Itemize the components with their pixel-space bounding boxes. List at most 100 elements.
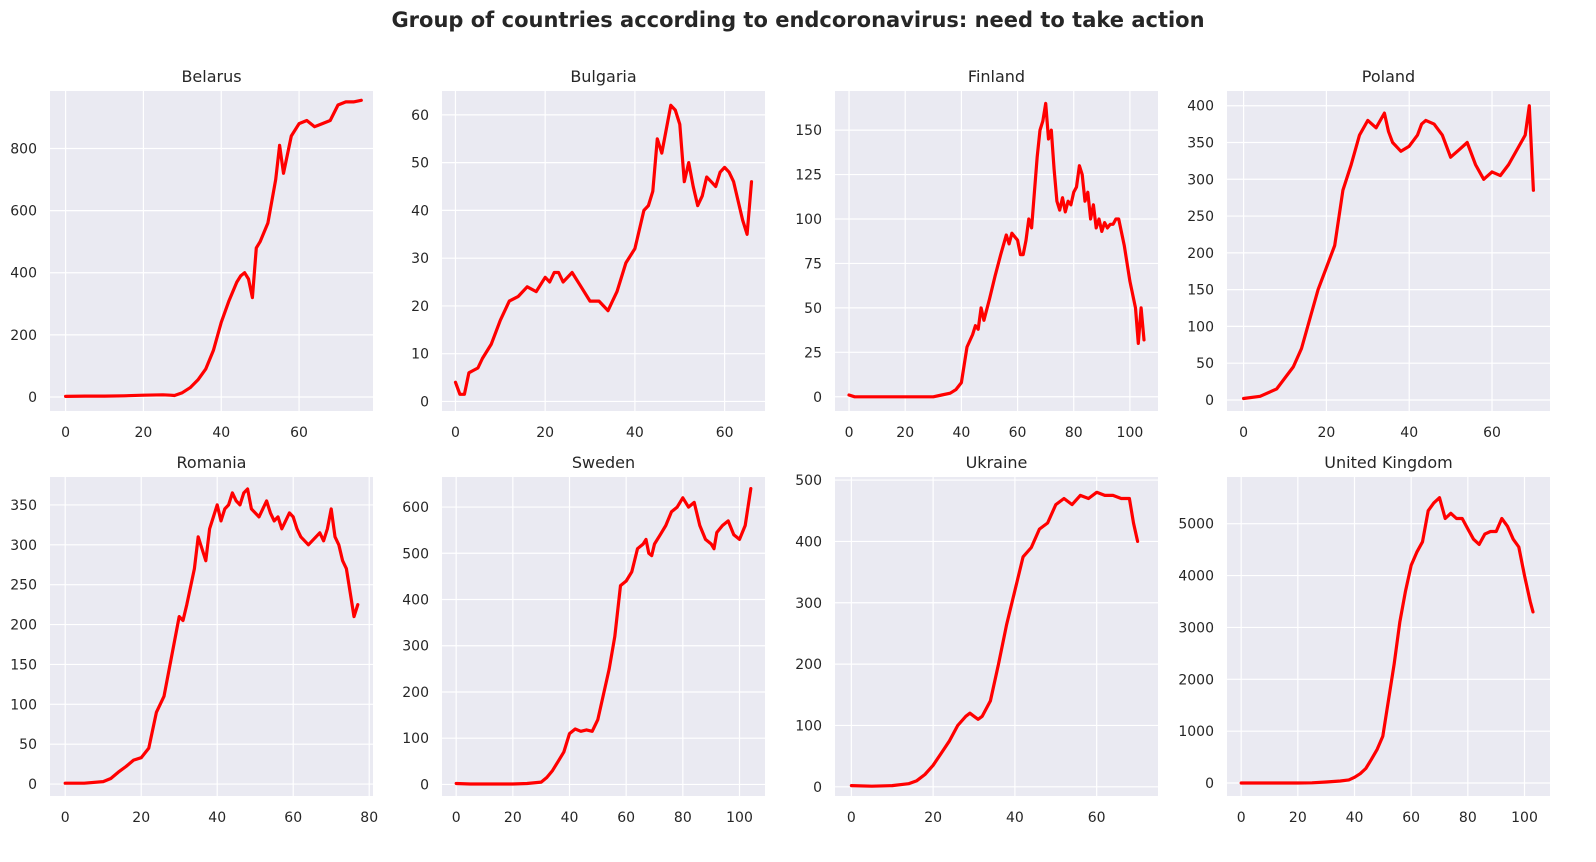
x-tick-label: 40	[208, 810, 226, 826]
plot-area	[835, 477, 1158, 796]
y-tick-label: 30	[411, 251, 429, 267]
y-tick-label: 300	[10, 538, 37, 554]
y-tick-label: 125	[795, 168, 822, 184]
y-tick-label: 1000	[1178, 724, 1214, 740]
y-tick-label: 100	[795, 718, 822, 734]
x-tick-label: 0	[847, 810, 856, 826]
panel-poland: 0 20 40 60 0 50 100 150 200 250 300 350 400 Poland	[1187, 67, 1550, 441]
plot-area	[50, 477, 373, 796]
x-tick-label: 60	[617, 810, 635, 826]
x-tick-label: 40	[626, 425, 644, 441]
x-tick-label: 80	[1065, 425, 1083, 441]
panel-title: Sweden	[572, 453, 635, 472]
plot-area	[1227, 477, 1550, 796]
y-tick-label: 150	[795, 123, 822, 139]
panel-united-kingdom: 0 20 40 60 80 100010002000300040005000United …	[1178, 453, 1550, 826]
plot-area	[442, 477, 765, 796]
series-line	[849, 490, 1140, 788]
x-tick-label: 60	[1483, 425, 1501, 441]
x-tick-label: 80	[1459, 810, 1477, 826]
y-tick-label: 350	[1187, 135, 1214, 151]
y-tick-label: 200	[402, 685, 429, 701]
x-tick-label: 20	[1289, 810, 1307, 826]
y-tick-label: 300	[1187, 172, 1214, 188]
y-tick-label: 400	[10, 266, 37, 282]
y-tick-label: 0	[420, 394, 429, 410]
panel-title: United Kingdom	[1324, 453, 1452, 472]
x-tick-label: 20	[924, 810, 942, 826]
y-tick-label: 400	[402, 593, 429, 609]
x-tick-label: 0	[845, 425, 854, 441]
panel-title: Poland	[1362, 67, 1415, 86]
panel-romania: 0 20 40 60 80 0 50 100 150 200 250 300 350 Romania	[10, 453, 378, 826]
y-tick-label: 300	[795, 596, 822, 612]
x-tick-label: 40	[561, 810, 579, 826]
series-line	[454, 487, 753, 786]
x-tick-label: 20	[504, 810, 522, 826]
x-tick-label: 20	[1317, 425, 1335, 441]
y-tick-label: 50	[19, 737, 37, 753]
series-line	[847, 101, 1146, 399]
x-tick-label: 20	[896, 425, 914, 441]
y-tick-label: 50	[804, 301, 822, 317]
y-tick-label: 250	[10, 578, 37, 594]
x-tick-label: 0	[61, 810, 70, 826]
y-tick-label: 5000	[1178, 517, 1214, 533]
panel-title: Ukraine	[966, 453, 1028, 472]
x-tick-label: 0	[61, 425, 70, 441]
x-tick-label: 60	[1009, 425, 1027, 441]
x-tick-label: 80	[360, 810, 378, 826]
x-tick-label: 100	[1511, 810, 1538, 826]
series-line	[1241, 104, 1536, 401]
y-tick-label: 3000	[1178, 620, 1214, 636]
x-tick-label: 20	[134, 425, 152, 441]
y-tick-label: 600	[10, 204, 37, 220]
panel-title: Romania	[177, 453, 247, 472]
y-tick-label: 150	[1187, 283, 1214, 299]
plot-area	[1227, 91, 1550, 411]
y-tick-label: 0	[1205, 393, 1214, 409]
y-tick-label: 100	[402, 731, 429, 747]
y-tick-label: 0	[1205, 776, 1214, 792]
panel-title: Finland	[968, 67, 1025, 86]
plot-area	[442, 91, 765, 411]
y-tick-label: 50	[1196, 356, 1214, 372]
x-tick-label: 0	[452, 810, 461, 826]
y-tick-label: 100	[1187, 319, 1214, 335]
y-tick-label: 4000	[1178, 569, 1214, 585]
y-tick-label: 0	[28, 390, 37, 406]
x-tick-label: 40	[952, 425, 970, 441]
y-tick-label: 60	[411, 108, 429, 124]
y-tick-label: 400	[795, 534, 822, 550]
y-tick-label: 400	[1187, 99, 1214, 115]
y-tick-label: 200	[10, 618, 37, 634]
y-tick-label: 2000	[1178, 672, 1214, 688]
panel-title: Belarus	[181, 67, 241, 86]
x-tick-label: 60	[1088, 810, 1106, 826]
y-tick-label: 350	[10, 498, 37, 514]
x-tick-label: 60	[716, 425, 734, 441]
y-tick-label: 10	[411, 347, 429, 363]
y-tick-label: 40	[411, 203, 429, 219]
series-line	[1239, 496, 1535, 785]
y-tick-label: 500	[402, 546, 429, 562]
series-line	[63, 98, 363, 398]
x-tick-label: 0	[451, 425, 460, 441]
y-tick-label: 250	[1187, 209, 1214, 225]
y-tick-label: 0	[420, 777, 429, 793]
figure-title: Group of countries according to endcoron…	[391, 8, 1205, 32]
panel-bulgaria: 0 20 40 60 0 10 20 30 40 50 60 Bulgaria	[411, 67, 765, 441]
y-tick-label: 200	[1187, 246, 1214, 262]
y-tick-label: 50	[411, 156, 429, 172]
y-tick-label: 300	[402, 639, 429, 655]
x-tick-label: 40	[1006, 810, 1024, 826]
y-tick-label: 800	[10, 141, 37, 157]
panel-sweden: 0 20 40 60 80 100 0 100 200 300 400 500 600 Sweden	[402, 453, 765, 826]
panel-finland: 0 20 40 60 80 100 0 25 50 75 100 125 150 Finland	[795, 67, 1158, 441]
y-tick-label: 20	[411, 299, 429, 315]
x-tick-label: 40	[1400, 425, 1418, 441]
y-tick-label: 200	[10, 328, 37, 344]
y-tick-label: 100	[10, 697, 37, 713]
